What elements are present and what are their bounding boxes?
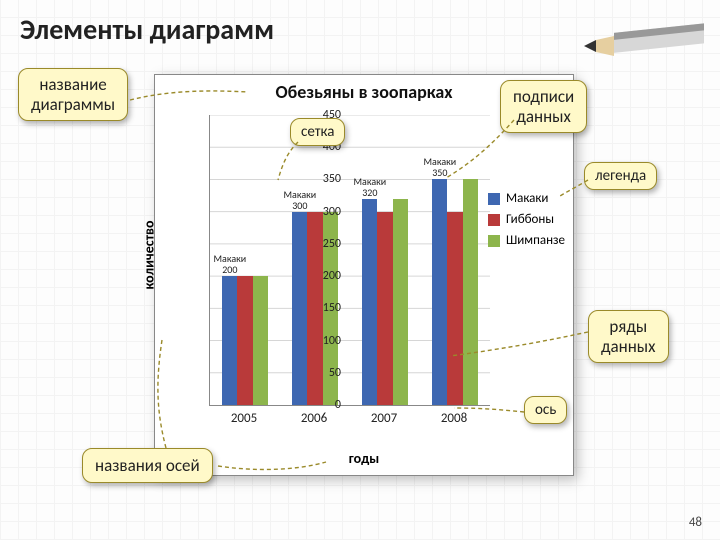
legend-item: Гиббоны	[488, 212, 565, 227]
callout-axis: ось	[524, 396, 567, 424]
legend-label: Гиббоны	[506, 212, 554, 227]
y-tick: 50	[329, 366, 341, 380]
page-number: 48	[689, 515, 702, 530]
callout-text: названия осей	[95, 455, 200, 476]
callout-text: рядыданных	[601, 316, 656, 357]
callout-data-labels: подписиданных	[500, 80, 587, 133]
callout-series: рядыданных	[588, 310, 669, 363]
callout-text: ось	[535, 401, 556, 419]
y-axis-title: количество	[141, 220, 158, 289]
data-label-value: 300	[280, 199, 320, 212]
legend-item: Шимпанзе	[488, 233, 565, 248]
data-label-value: 320	[350, 186, 390, 199]
plot-area: Макаки200Макаки300Макаки320Макаки350	[209, 115, 490, 406]
pencil-icon	[584, 6, 704, 56]
legend-swatch	[488, 214, 500, 226]
data-label-value: 200	[210, 263, 250, 276]
x-tick: 2005	[231, 411, 257, 426]
callout-legend: легенда	[584, 162, 657, 190]
bar	[432, 179, 447, 405]
slide-title: Элементы диаграмм	[20, 12, 274, 47]
bar	[377, 212, 392, 405]
data-label-value: 350	[420, 166, 460, 179]
legend-swatch	[488, 235, 500, 247]
bar	[362, 199, 377, 405]
legend-item: Макаки	[488, 191, 565, 206]
callout-text: подписиданных	[513, 86, 574, 127]
chart-frame: Обезьяны в зоопарках Макаки200Макаки300М…	[154, 74, 574, 476]
bar	[222, 276, 237, 405]
y-tick: 200	[323, 269, 341, 283]
bar	[292, 212, 307, 405]
callout-chart-title: названиедиаграммы	[18, 68, 128, 121]
x-tick: 2006	[301, 411, 327, 426]
callout-grid: сетка	[290, 118, 345, 146]
bar	[393, 199, 408, 405]
bar	[447, 212, 462, 405]
legend-label: Макаки	[506, 191, 548, 206]
y-tick: 350	[323, 172, 341, 186]
legend: Макаки Гиббоны Шимпанзе	[488, 185, 565, 254]
callout-text: сетка	[301, 123, 334, 141]
callout-text: легенда	[595, 167, 646, 185]
y-tick: 300	[323, 205, 341, 219]
bar	[253, 276, 268, 405]
x-tick: 2008	[441, 411, 467, 426]
y-tick: 100	[323, 334, 341, 348]
x-axis-title: годы	[155, 450, 573, 467]
bar	[463, 179, 478, 405]
y-tick: 150	[323, 301, 341, 315]
legend-label: Шимпанзе	[506, 233, 565, 248]
callout-axis-titles: названия осей	[82, 448, 213, 483]
legend-swatch	[488, 193, 500, 205]
slide: Элементы диаграмм Обезьяны в зоопарках М…	[0, 0, 720, 540]
x-tick: 2007	[371, 411, 397, 426]
bar	[307, 212, 322, 405]
y-tick: 0	[335, 398, 341, 412]
y-tick: 250	[323, 237, 341, 251]
callout-text: названиедиаграммы	[31, 74, 115, 115]
bar	[237, 276, 252, 405]
